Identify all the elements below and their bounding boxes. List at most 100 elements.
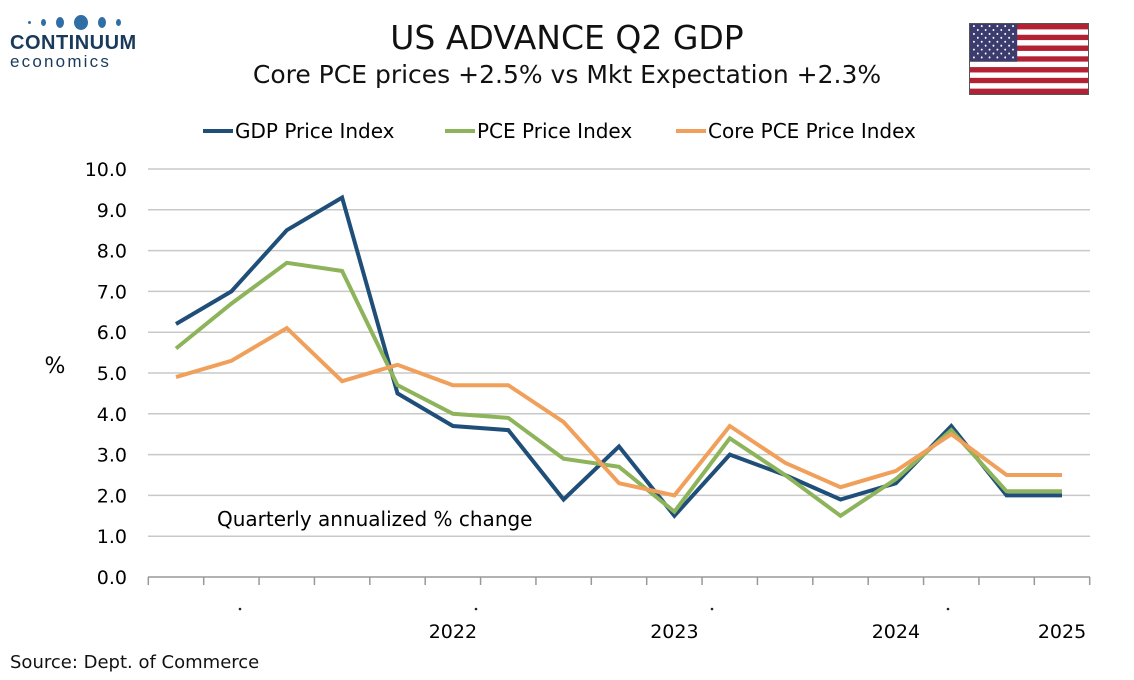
flag-star xyxy=(1008,36,1011,39)
y-tick-label: 10.0 xyxy=(85,159,127,181)
x-year-label: 2025 xyxy=(1038,621,1086,643)
flag-star xyxy=(1000,28,1003,32)
legend: GDP Price Index PCE Price Index Core PCE P… xyxy=(203,119,916,143)
flag-star xyxy=(980,40,983,43)
y-tick-label: 5.0 xyxy=(97,363,127,385)
flag-star xyxy=(1008,52,1011,55)
x-separator-dot xyxy=(474,607,478,611)
flag-star xyxy=(972,25,975,28)
flag-star xyxy=(992,36,995,39)
y-tick-label: 8.0 xyxy=(97,241,127,263)
flag-star xyxy=(976,36,979,39)
flag-star xyxy=(1000,44,1003,47)
chart-subtitle: Core PCE prices +2.5% vs Mkt Expectation… xyxy=(252,60,882,89)
flag-stripe xyxy=(970,77,1088,84)
flag-star xyxy=(980,25,983,28)
chart-annotation: Quarterly annualized % change xyxy=(217,507,533,531)
flag-star xyxy=(996,56,999,59)
flag-star xyxy=(980,56,983,59)
flag-star xyxy=(992,28,995,32)
continuum-logo: CONTINUUM economics xyxy=(10,14,140,72)
y-tick-label: 6.0 xyxy=(97,322,127,344)
flag-star xyxy=(972,32,975,35)
flag-star xyxy=(996,32,999,35)
flag-stripe xyxy=(970,67,1088,73)
y-axis-ticks: 0.0 1.0 2.0 3.0 4.0 5.0 6.0 7.0 8.0 9.0 10.0 xyxy=(85,159,127,589)
flag-star xyxy=(972,56,975,59)
flag-star xyxy=(1004,40,1007,43)
y-tick-label: 1.0 xyxy=(97,526,127,548)
y-tick-label: 3.0 xyxy=(97,445,127,467)
y-axis-label: % xyxy=(45,354,66,379)
flag-star xyxy=(984,28,987,32)
x-year-label: 2024 xyxy=(872,621,920,643)
flag-star xyxy=(1008,44,1011,47)
flag-stripe xyxy=(970,61,1088,68)
y-tick-label: 7.0 xyxy=(97,281,127,303)
flag-stripe xyxy=(970,88,1088,94)
flag-star xyxy=(988,56,991,59)
flag-star xyxy=(984,44,987,47)
x-year-label: 2022 xyxy=(429,621,477,643)
flag-star xyxy=(980,48,983,51)
flag-stripe xyxy=(970,40,1088,46)
flag-star xyxy=(976,28,979,32)
logo-name: CONTINUUM xyxy=(10,32,137,54)
y-tick-label: 2.0 xyxy=(97,485,127,507)
flag-star xyxy=(996,40,999,43)
flag-star xyxy=(1012,56,1014,59)
flag-star xyxy=(988,48,991,51)
flag-stripe xyxy=(970,72,1088,78)
series-line-core-pce-price-index xyxy=(175,325,1062,498)
legend-label: Core PCE Price Index xyxy=(708,119,916,143)
flag-star xyxy=(996,48,999,51)
chart-title: US ADVANCE Q2 GDP xyxy=(390,18,744,57)
source-note: Source: Dept. of Commerce xyxy=(10,652,260,673)
flag-stripe xyxy=(970,83,1088,89)
flag-star xyxy=(972,40,975,43)
series-line-pce-price-index xyxy=(174,260,1062,519)
flag-star xyxy=(1000,36,1003,39)
y-tick-label: 9.0 xyxy=(97,200,127,222)
us-flag-icon xyxy=(969,23,1089,95)
flag-star xyxy=(1004,56,1007,59)
flag-stripe xyxy=(970,56,1088,62)
flag-star xyxy=(984,36,987,39)
flag-star xyxy=(992,44,995,47)
flag-star xyxy=(1000,52,1003,55)
logo-subtitle: economics xyxy=(10,52,112,71)
x-separator-dot xyxy=(946,607,950,611)
x-axis: 2022 2023 2024 2025 xyxy=(147,576,1091,643)
flag-stripe xyxy=(970,45,1088,52)
flag-star xyxy=(1012,40,1014,43)
flag-star xyxy=(980,32,983,35)
y-tick-label: 4.0 xyxy=(97,404,127,426)
flag-star xyxy=(976,44,979,47)
flag-star xyxy=(1004,32,1007,35)
flag-stripe xyxy=(970,29,1088,35)
flag-star xyxy=(1004,48,1007,51)
flag-stripe xyxy=(970,24,1088,30)
flag-stripe xyxy=(970,50,1088,57)
flag-stripe xyxy=(970,34,1088,41)
flag-star xyxy=(1008,28,1011,32)
flag-star xyxy=(1012,32,1014,35)
legend-label: GDP Price Index xyxy=(235,119,395,143)
flag-star xyxy=(988,32,991,35)
legend-label: PCE Price Index xyxy=(477,119,632,143)
x-separator-dot xyxy=(238,607,242,611)
x-year-label: 2023 xyxy=(650,621,698,643)
series-lines xyxy=(174,194,1062,519)
flag-star xyxy=(1004,25,1007,28)
flag-star xyxy=(1012,25,1014,28)
flag-star xyxy=(972,48,975,51)
gridlines xyxy=(148,168,1090,537)
flag-star xyxy=(976,52,979,55)
flag-star xyxy=(996,25,999,28)
flag-star xyxy=(988,25,991,28)
logo-dots-icon xyxy=(28,14,140,30)
flag-star xyxy=(988,40,991,43)
y-tick-label: 0.0 xyxy=(97,567,127,589)
x-separator-dot xyxy=(710,607,714,611)
